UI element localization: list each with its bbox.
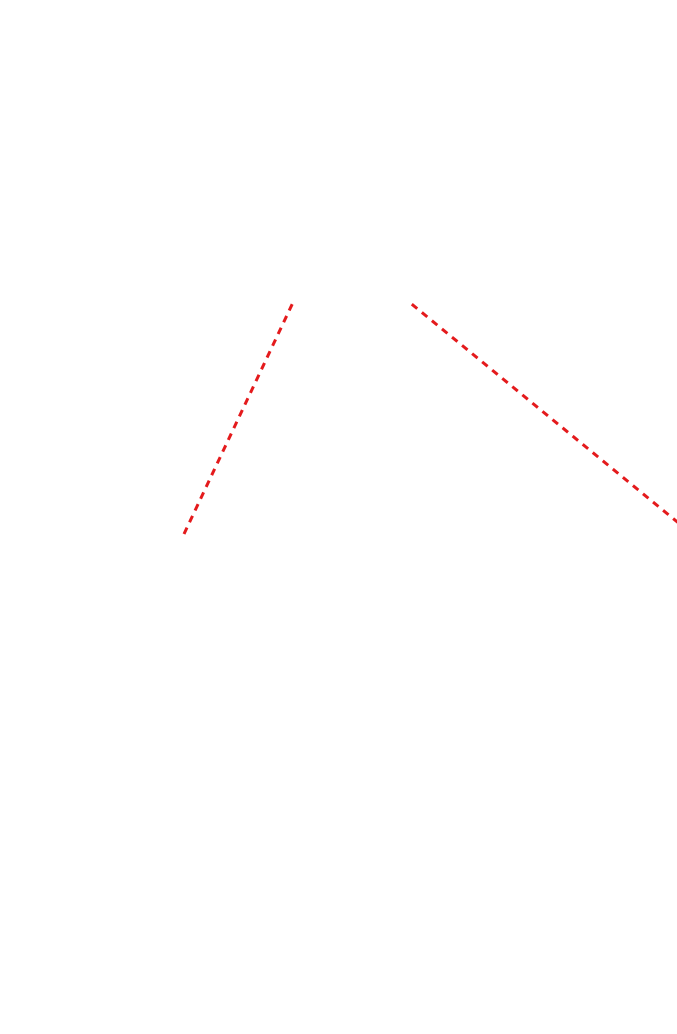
- zoom-connector-overlay: [0, 0, 677, 1034]
